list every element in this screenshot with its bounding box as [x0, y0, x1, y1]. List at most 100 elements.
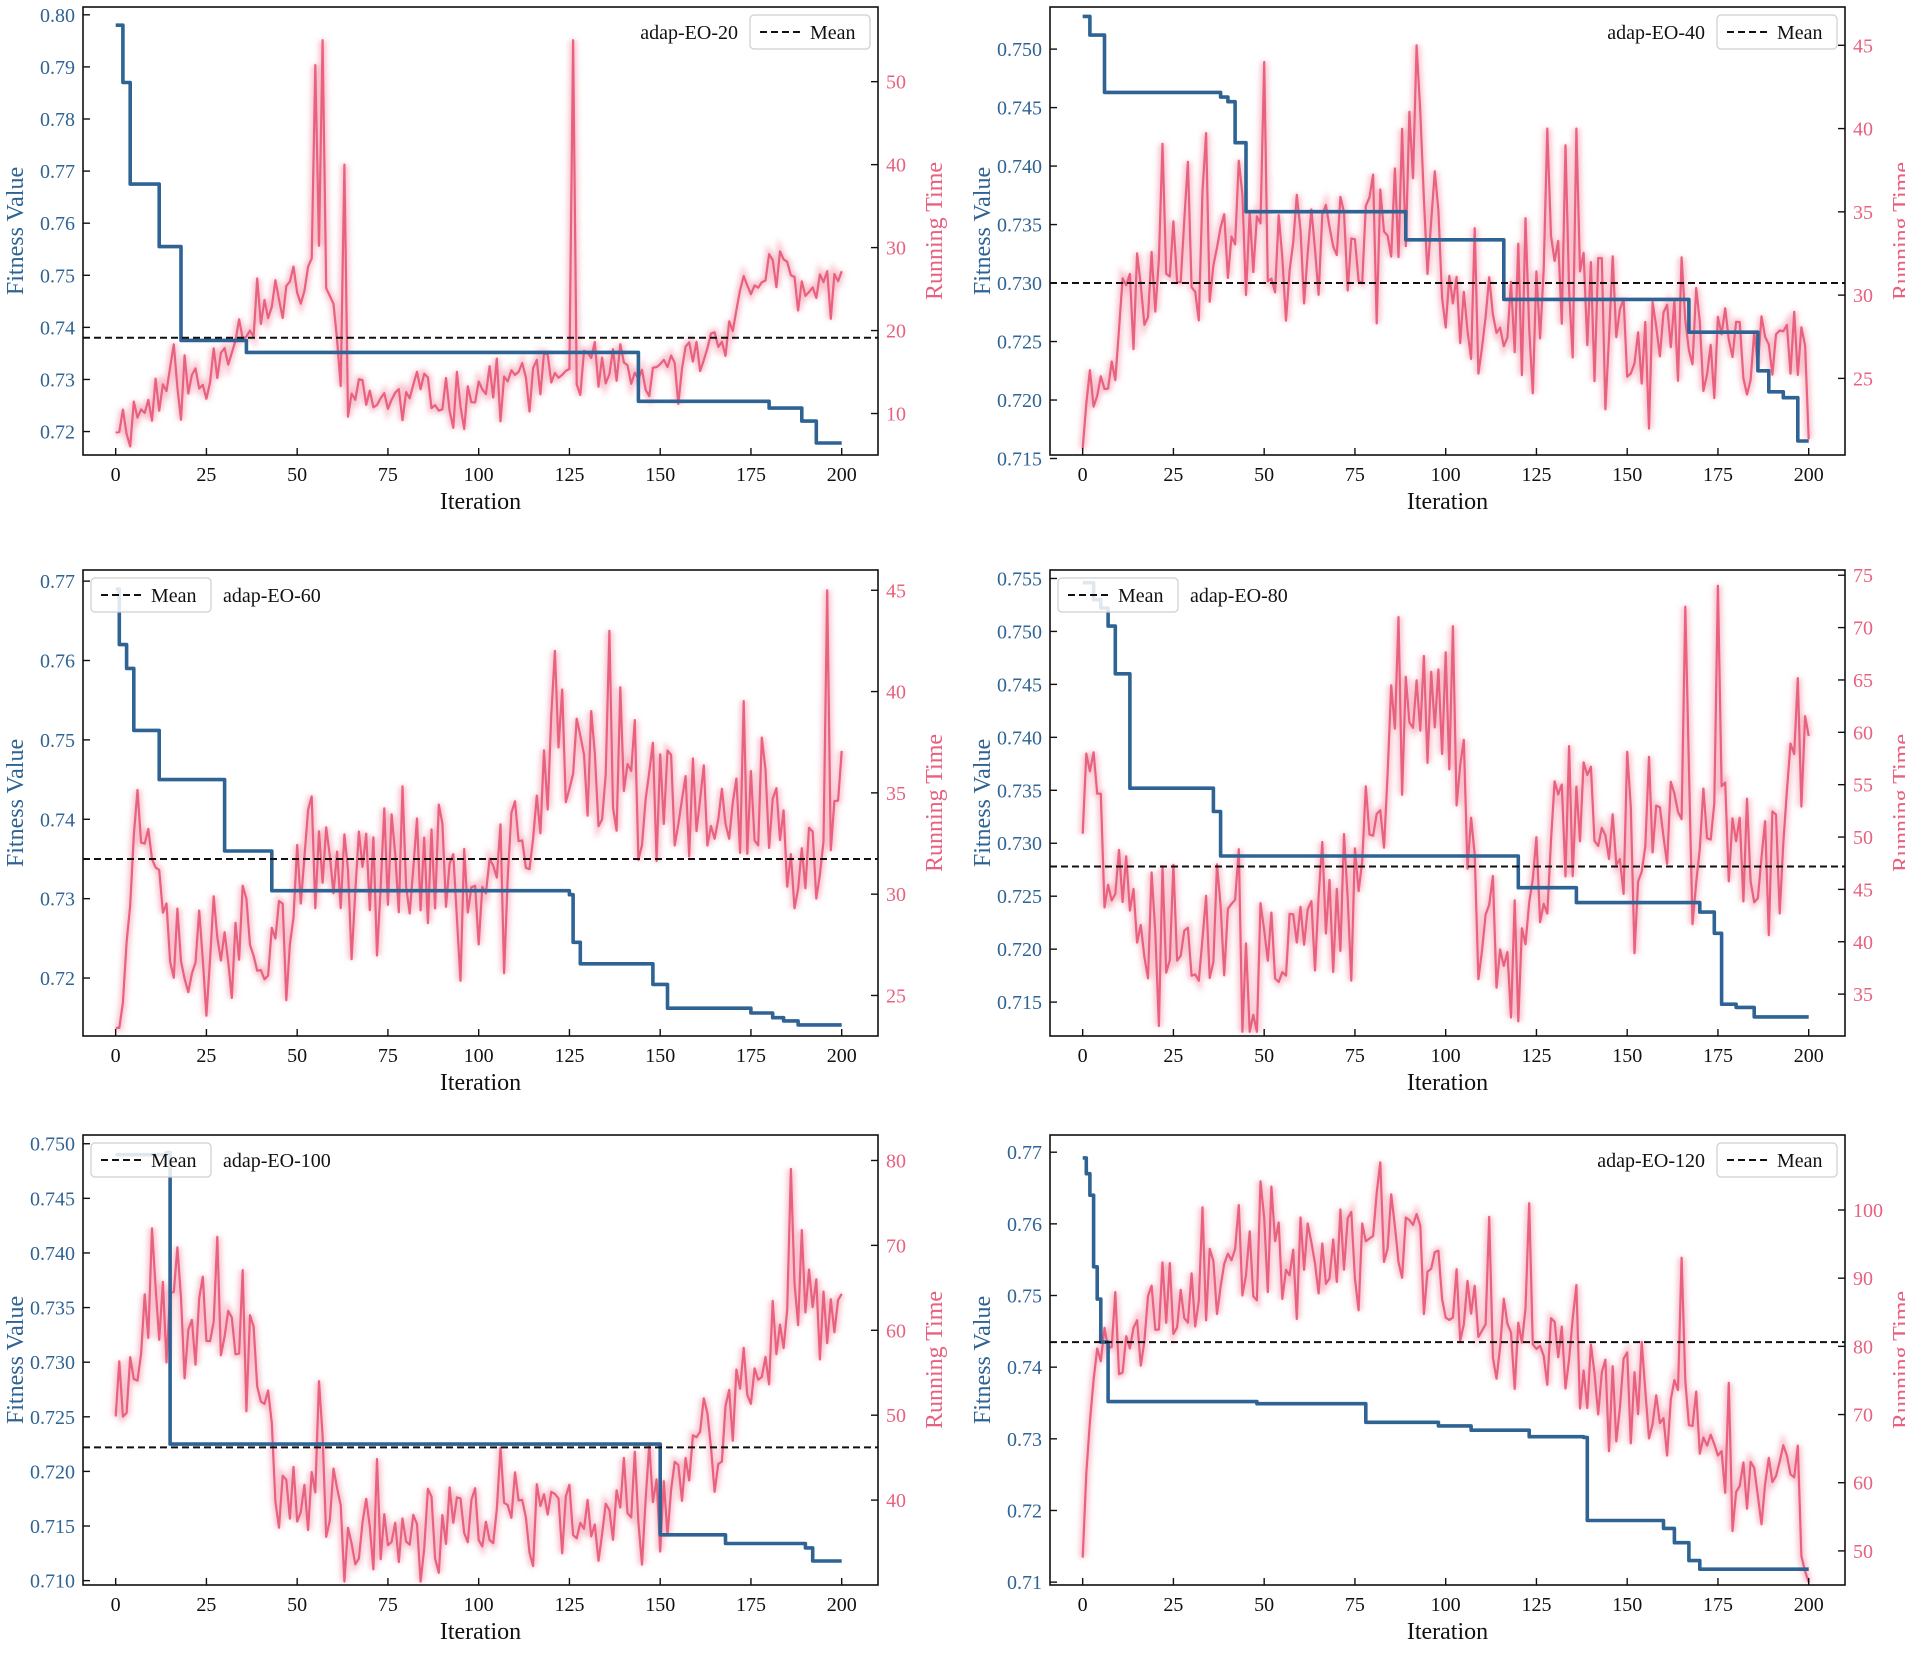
y-right-axis-label: Running Time	[1889, 162, 1905, 300]
chart-panel-adap-eo-80: 0 25 50 75 100 125 150 175 200 0.715 0.720 0.725 0.7…	[970, 565, 1905, 1096]
y-right-tick-label: 10	[886, 404, 906, 426]
y-right-tick-label: 70	[886, 1235, 906, 1257]
x-tick-label: 25	[196, 464, 216, 486]
y-left-tick-label: 0.750	[997, 39, 1042, 61]
y-right-tick-label: 50	[886, 72, 906, 94]
x-tick-label: 200	[1794, 1594, 1824, 1616]
y-right-tick-label: 60	[886, 1320, 906, 1342]
x-tick-label: 200	[827, 464, 857, 486]
y-left-tick-label: 0.750	[30, 1134, 75, 1156]
x-tick-label: 175	[1703, 1594, 1733, 1616]
x-tick-label: 100	[464, 1045, 494, 1067]
legend-box	[1057, 577, 1179, 613]
y-right-tick-label: 60	[1853, 1473, 1873, 1495]
y-right-tick-label: 40	[1853, 932, 1873, 954]
y-right-tick-label: 75	[1853, 565, 1873, 587]
y-left-tick-label: 0.77	[1007, 1142, 1042, 1164]
x-axis-label: Iteration	[440, 1619, 521, 1645]
fitness-value-line	[1082, 1156, 1809, 1571]
y-left-tick-label: 0.74	[1007, 1357, 1042, 1379]
x-tick-label: 175	[736, 1045, 766, 1067]
x-axis-label: Iteration	[1407, 489, 1488, 515]
x-tick-label: 175	[736, 1594, 766, 1616]
y-left-tick-label: 0.76	[40, 213, 75, 235]
y-right-tick-label: 30	[886, 884, 906, 906]
panel-label: adap-EO-20	[640, 22, 738, 44]
x-tick-label: 175	[1703, 1045, 1733, 1067]
y-left-axis-label: Fitness Value	[3, 167, 29, 295]
x-tick-label: 200	[827, 1594, 857, 1616]
y-left-tick-label: 0.72	[1007, 1500, 1042, 1522]
x-tick-label: 75	[378, 464, 398, 486]
y-left-tick-label: 0.75	[40, 730, 75, 752]
y-left-tick-label: 0.715	[997, 449, 1042, 471]
legend-mean-label: Mean	[810, 22, 856, 44]
y-right-axis-label: Running Time	[922, 162, 948, 300]
running-time-line	[1081, 1161, 1810, 1583]
y-left-tick-label: 0.720	[997, 939, 1042, 961]
x-tick-label: 75	[378, 1045, 398, 1067]
legend-mean-label: Mean	[151, 1150, 197, 1172]
panel-label: adap-EO-40	[1607, 22, 1705, 44]
x-tick-label: 150	[1612, 464, 1642, 486]
legend-mean-label: Mean	[1777, 22, 1823, 44]
x-axis-label: Iteration	[1407, 1070, 1488, 1096]
axes-frame	[1049, 569, 1846, 1037]
y-left-tick-label: 0.77	[40, 161, 75, 183]
legend-box	[1716, 14, 1838, 50]
chart-panel-adap-eo-20: 0 25 50 75 100 125 150 175 200 0.72 0.73 0.74 0.75 0.…	[3, 5, 948, 515]
y-left-axis-label: Fitness Value	[3, 1296, 29, 1424]
y-right-tick-label: 35	[1853, 202, 1873, 224]
y-left-tick-label: 0.750	[997, 621, 1042, 643]
y-left-tick-label: 0.72	[40, 422, 75, 444]
y-left-tick-label: 0.735	[997, 215, 1042, 237]
x-tick-label: 125	[1521, 464, 1551, 486]
y-right-tick-label: 45	[1853, 879, 1873, 901]
x-tick-label: 50	[287, 464, 307, 486]
running-time-line	[1081, 584, 1810, 1033]
legend: Mean	[1057, 577, 1179, 613]
y-left-tick-label: 0.73	[40, 369, 75, 391]
y-left-tick-label: 0.79	[40, 57, 75, 79]
x-tick-label: 150	[1612, 1594, 1642, 1616]
x-axis-label: Iteration	[440, 1070, 521, 1096]
y-left-tick-label: 0.740	[30, 1243, 75, 1265]
y-right-tick-label: 70	[1853, 618, 1873, 640]
axes-frame	[1049, 1134, 1846, 1586]
y-left-tick-label: 0.715	[30, 1516, 75, 1538]
x-axis-label: Iteration	[440, 489, 521, 515]
y-left-tick-label: 0.73	[40, 889, 75, 911]
legend: Mean	[90, 1142, 212, 1178]
y-left-tick-label: 0.725	[30, 1407, 75, 1429]
y-left-tick-label: 0.740	[997, 156, 1042, 178]
y-left-tick-label: 0.76	[1007, 1214, 1042, 1236]
y-left-tick-label: 0.735	[30, 1298, 75, 1320]
y-right-tick-label: 30	[886, 238, 906, 260]
y-left-tick-label: 0.745	[997, 98, 1042, 120]
y-left-tick-label: 0.80	[40, 5, 75, 27]
legend: Mean	[1716, 14, 1838, 50]
y-right-tick-label: 35	[886, 783, 906, 805]
chart-panel-adap-eo-100: 0 25 50 75 100 125 150 175 200 0.710 0.715 0.720 0.7…	[3, 1134, 948, 1645]
x-tick-label: 150	[1612, 1045, 1642, 1067]
legend-box	[90, 577, 212, 613]
x-tick-label: 200	[1794, 464, 1824, 486]
x-tick-label: 175	[1703, 464, 1733, 486]
axes-frame	[82, 1134, 879, 1586]
x-tick-label: 100	[464, 1594, 494, 1616]
legend-mean-label: Mean	[1777, 1150, 1823, 1172]
x-tick-label: 25	[1163, 1045, 1183, 1067]
x-tick-label: 125	[554, 1594, 584, 1616]
x-tick-label: 75	[1345, 1594, 1365, 1616]
chart-panel-adap-eo-60: 0 25 50 75 100 125 150 175 200 0.72 0.73 0.74 0.75 0.…	[3, 569, 948, 1096]
panel-label: adap-EO-60	[223, 585, 321, 607]
y-left-tick-label: 0.755	[997, 568, 1042, 590]
y-right-tick-label: 80	[1853, 1336, 1873, 1358]
running-time-line	[1081, 44, 1810, 449]
y-right-tick-label: 40	[886, 682, 906, 704]
y-left-tick-label: 0.75	[40, 265, 75, 287]
x-tick-label: 0	[111, 1594, 121, 1616]
y-left-tick-label: 0.740	[997, 727, 1042, 749]
legend-box	[749, 14, 871, 50]
